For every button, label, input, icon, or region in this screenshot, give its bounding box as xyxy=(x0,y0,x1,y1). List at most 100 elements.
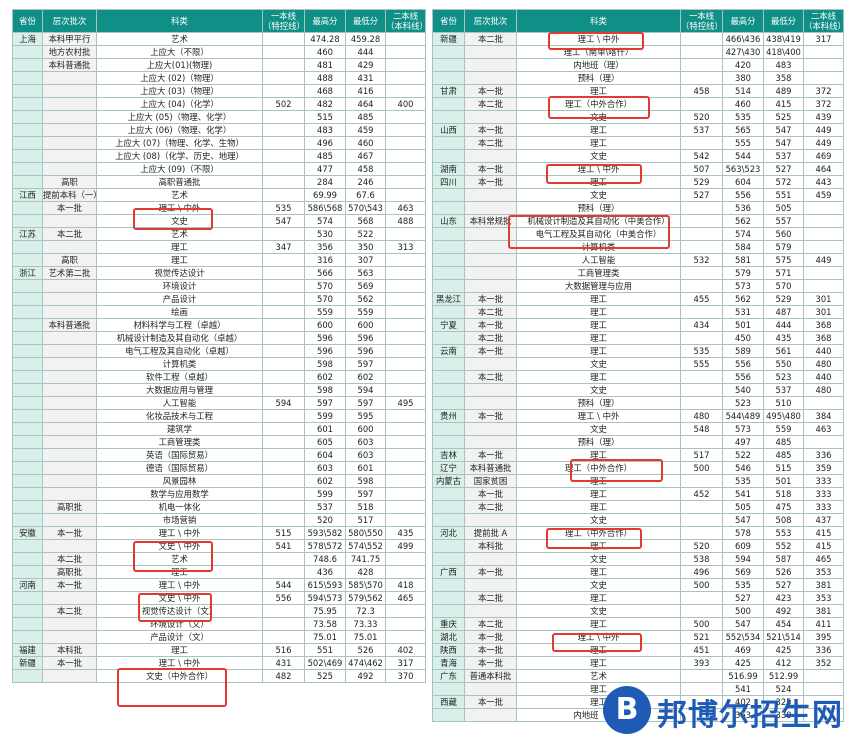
table-cell: 358 xyxy=(763,71,804,85)
table-cell xyxy=(803,279,844,293)
table-row: 上应大 (05)（物理、化学） 515 485 xyxy=(12,110,426,124)
table-cell: 本一批 xyxy=(464,84,517,98)
table-cell: 466\436 xyxy=(722,32,764,46)
table-row: 产品设计（文） 75.01 75.01 xyxy=(12,630,426,644)
table-cell: 537 xyxy=(304,500,346,514)
table-cell: 新疆 xyxy=(12,656,43,670)
table-cell: 601 xyxy=(304,422,346,436)
table-cell: 市场营销 xyxy=(96,513,263,527)
table-cell xyxy=(42,461,97,475)
table-cell xyxy=(385,513,426,527)
table-cell: 福建 xyxy=(12,643,43,657)
table-cell xyxy=(12,487,43,501)
table-cell: 605 xyxy=(304,435,346,449)
table-cell: 599 xyxy=(304,487,346,501)
table-cell: 69.99 xyxy=(304,188,346,202)
table-row: 本二批 理工 527 423 353 xyxy=(432,591,844,605)
table-cell xyxy=(12,305,43,319)
table-cell xyxy=(385,474,426,488)
table-cell: 449 xyxy=(803,123,844,137)
table-cell xyxy=(12,591,43,605)
table-cell: 547 xyxy=(262,214,305,228)
table-cell xyxy=(42,97,97,111)
table-cell xyxy=(464,253,517,267)
table-cell: 德语（国际贸易） xyxy=(96,461,263,475)
highlight-box xyxy=(552,633,642,652)
table-row: 浙江 艺术第二批 视觉传达设计 566 563 xyxy=(12,266,426,280)
table-row: 机械设计制造及其自动化（卓越） 596 596 xyxy=(12,331,426,345)
table-cell: 75.01 xyxy=(345,630,386,644)
table-cell xyxy=(12,45,43,59)
table-cell: 562 xyxy=(722,214,764,228)
table-cell: 600 xyxy=(345,422,386,436)
table-cell xyxy=(12,396,43,410)
table-cell: 527 xyxy=(763,578,804,592)
column-header: 省份 xyxy=(432,9,465,33)
table-cell: 艺术第二批 xyxy=(42,266,97,280)
table-cell: 67.6 xyxy=(345,188,386,202)
table-cell: 本一批 xyxy=(464,630,517,644)
table-cell: 540 xyxy=(722,383,764,397)
table-cell xyxy=(464,357,517,371)
table-cell xyxy=(262,292,305,306)
table-cell: 高职批 xyxy=(42,500,97,514)
highlight-box xyxy=(133,541,213,572)
table-cell: 313 xyxy=(385,240,426,254)
table-cell: 496 xyxy=(680,565,723,579)
table-cell xyxy=(680,370,723,384)
table-cell xyxy=(680,604,723,618)
table-cell xyxy=(42,279,97,293)
table-cell: 580\550 xyxy=(345,526,386,540)
table-cell: 570 xyxy=(763,279,804,293)
table-row: 预科（理） 380 358 xyxy=(432,71,844,85)
table-cell xyxy=(385,448,426,462)
table-cell: 本一批 xyxy=(42,578,97,592)
table-cell: 本一批 xyxy=(464,656,517,670)
table-row: 本二批 理工 450 435 368 xyxy=(432,331,844,345)
table-cell: 563\523 xyxy=(722,162,764,176)
table-cell xyxy=(803,396,844,410)
table-cell xyxy=(12,97,43,111)
table-cell xyxy=(42,539,97,553)
table-cell xyxy=(432,487,465,501)
table-cell: 467 xyxy=(345,149,386,163)
table-cell: 416 xyxy=(345,84,386,98)
table-cell: 458 xyxy=(345,162,386,176)
table-cell xyxy=(464,383,517,397)
table-cell: 602 xyxy=(345,370,386,384)
table-row: 计算机类 598 597 xyxy=(12,357,426,371)
table-cell: 541 xyxy=(262,539,305,553)
table-cell xyxy=(385,58,426,72)
table-row: 文史 500 535 527 381 xyxy=(432,578,844,592)
table-cell: 615\593 xyxy=(304,578,346,592)
table-cell: 本一批 xyxy=(464,695,517,709)
table-cell xyxy=(12,279,43,293)
table-cell: 514 xyxy=(722,84,764,98)
table-cell: 风景园林 xyxy=(96,474,263,488)
table-cell xyxy=(432,97,465,111)
table-cell: 建筑学 xyxy=(96,422,263,436)
table-cell xyxy=(12,357,43,371)
table-cell: 安徽 xyxy=(12,526,43,540)
table-cell: 555 xyxy=(680,357,723,371)
table-cell xyxy=(803,266,844,280)
table-cell: 535 xyxy=(262,201,305,215)
table-cell: 584 xyxy=(722,240,764,254)
table-cell xyxy=(12,448,43,462)
table-cell: 460 xyxy=(304,45,346,59)
table-cell: 535 xyxy=(722,474,764,488)
table-cell xyxy=(42,162,97,176)
table-cell: 556 xyxy=(722,370,764,384)
table-cell: 73.58 xyxy=(304,617,346,631)
table-cell: 541 xyxy=(722,487,764,501)
logo-mark: B xyxy=(603,686,651,734)
table-cell: 600 xyxy=(345,318,386,332)
table-cell: 高职普通批 xyxy=(96,175,263,189)
table-cell: 英语（国际贸易） xyxy=(96,448,263,462)
table-cell: 547 xyxy=(722,513,764,527)
table-row: 大数据应用与管理 598 594 xyxy=(12,383,426,397)
table-row: 文史 \ 中外 556 594\573 579\562 465 xyxy=(12,591,426,605)
table-cell: 大数据管理与应用 xyxy=(516,279,681,293)
table-row: 风景园林 602 598 xyxy=(12,474,426,488)
table-cell: 480 xyxy=(803,383,844,397)
